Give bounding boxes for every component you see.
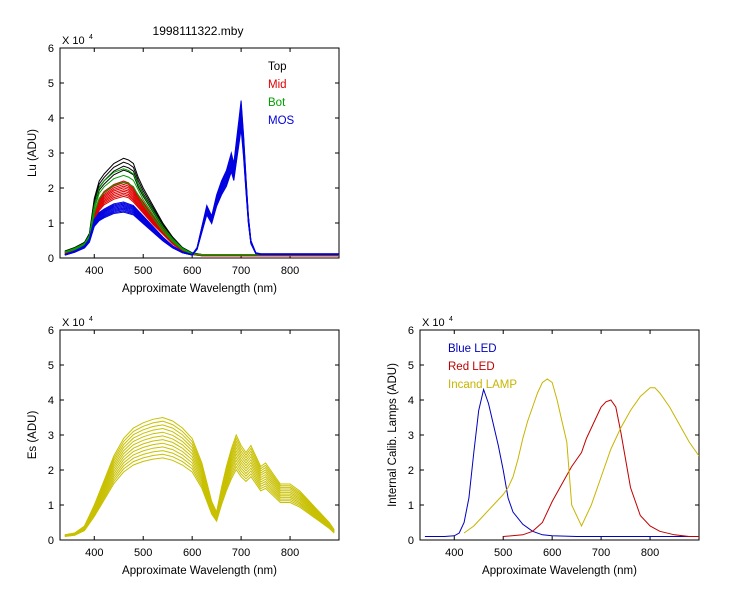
y-tick-label: 2 xyxy=(408,465,414,477)
x-tick-label: 600 xyxy=(183,265,201,277)
y-tick-label: 0 xyxy=(48,253,54,265)
y-tick-label: 6 xyxy=(48,325,54,337)
y-tick-label: 3 xyxy=(48,430,54,442)
y-tick-label: 6 xyxy=(408,325,414,337)
plot-frame xyxy=(59,47,340,259)
series-line-es xyxy=(64,453,335,537)
x-tick-label: 800 xyxy=(281,547,299,559)
series-line-mos xyxy=(64,119,339,256)
y-tick-label: 5 xyxy=(48,78,54,90)
series-line-top xyxy=(64,157,339,255)
legend-entry: Red LED xyxy=(448,361,495,373)
y-tick-label: 0 xyxy=(48,535,54,547)
y-tick-label: 4 xyxy=(48,113,54,125)
x-tick-label: 400 xyxy=(85,547,103,559)
x-axis-label: Approximate Wavelength (nm) xyxy=(122,565,277,577)
y-axis-label: Lu (ADU) xyxy=(27,129,39,177)
series-line-blue-led xyxy=(424,387,699,537)
series-line-es xyxy=(64,457,335,537)
series-line-es xyxy=(64,446,335,537)
x-axis-label: Approximate Wavelength (nm) xyxy=(122,283,277,295)
x-tick-label: 800 xyxy=(281,265,299,277)
x-tick-label: 400 xyxy=(445,547,463,559)
x-tick-label: 700 xyxy=(232,265,250,277)
legend-entry: Blue LED xyxy=(448,343,497,355)
y-tick-label: 0 xyxy=(408,535,414,547)
y-tick-label: 2 xyxy=(48,465,54,477)
series-line-mos xyxy=(64,122,339,256)
series-line-mos xyxy=(64,128,339,256)
series-line-incand-lamp xyxy=(463,378,699,534)
y-axis-label: Internal Calib. Lamps (ADU) xyxy=(387,363,399,507)
y-multiplier: X 10 xyxy=(62,317,85,329)
x-tick-label: 500 xyxy=(134,265,152,277)
y-multiplier: X 10 xyxy=(62,35,85,47)
y-multiplier-exponent: 4 xyxy=(89,34,93,41)
y-tick-label: 1 xyxy=(48,218,54,230)
y-tick-label: 3 xyxy=(48,148,54,160)
x-tick-label: 800 xyxy=(641,547,659,559)
legend-entry: Mid xyxy=(268,79,287,91)
series-line-red-led xyxy=(503,399,699,537)
es-chart: 400 500 600 700 800 0 1 2 3 4 5 6 X 10 4 Approximate W… xyxy=(27,316,340,577)
legend-entry: Bot xyxy=(268,97,286,109)
x-tick-label: 500 xyxy=(134,547,152,559)
y-tick-label: 1 xyxy=(48,500,54,512)
series-line-mid xyxy=(64,195,339,257)
y-tick-label: 1 xyxy=(408,500,414,512)
x-axis-label: Approximate Wavelength (nm) xyxy=(482,565,637,577)
legend-entry: MOS xyxy=(268,115,295,127)
x-tick-label: 600 xyxy=(543,547,561,559)
y-tick-label: 5 xyxy=(408,360,414,372)
x-tick-label: 400 xyxy=(85,265,103,277)
x-tick-label: 500 xyxy=(494,547,512,559)
series-line-es xyxy=(64,442,335,537)
y-tick-label: 3 xyxy=(408,430,414,442)
series-line-es xyxy=(64,439,335,537)
series-line-es xyxy=(64,435,335,536)
y-tick-label: 6 xyxy=(48,43,54,55)
x-tick-label: 700 xyxy=(232,547,250,559)
legend-entry: Incand LAMP xyxy=(448,379,517,391)
y-axis-label: Es (ADU) xyxy=(27,411,39,460)
series-line-es xyxy=(64,450,335,537)
x-tick-label: 600 xyxy=(183,547,201,559)
y-tick-label: 5 xyxy=(48,360,54,372)
calib-chart: 400 500 600 700 800 0 1 2 3 4 5 6 X 10 4 Approximate W… xyxy=(387,316,700,577)
y-tick-label: 2 xyxy=(48,183,54,195)
series-line-es xyxy=(64,431,335,536)
y-tick-label: 4 xyxy=(408,395,414,407)
y-multiplier-exponent: 4 xyxy=(89,316,93,323)
figure-title: 1998111322.mby xyxy=(153,24,244,38)
y-tick-label: 4 xyxy=(48,395,54,407)
y-multiplier: X 10 xyxy=(422,317,445,329)
y-multiplier-exponent: 4 xyxy=(449,316,453,323)
legend-entry: Top xyxy=(268,61,287,73)
lu-chart: 400 500 600 700 800 0 1 2 3 4 5 6 X 10 4 Approximate W… xyxy=(27,34,340,295)
plot-frame xyxy=(59,329,340,541)
x-tick-label: 700 xyxy=(592,547,610,559)
series-line-bot xyxy=(64,181,339,256)
